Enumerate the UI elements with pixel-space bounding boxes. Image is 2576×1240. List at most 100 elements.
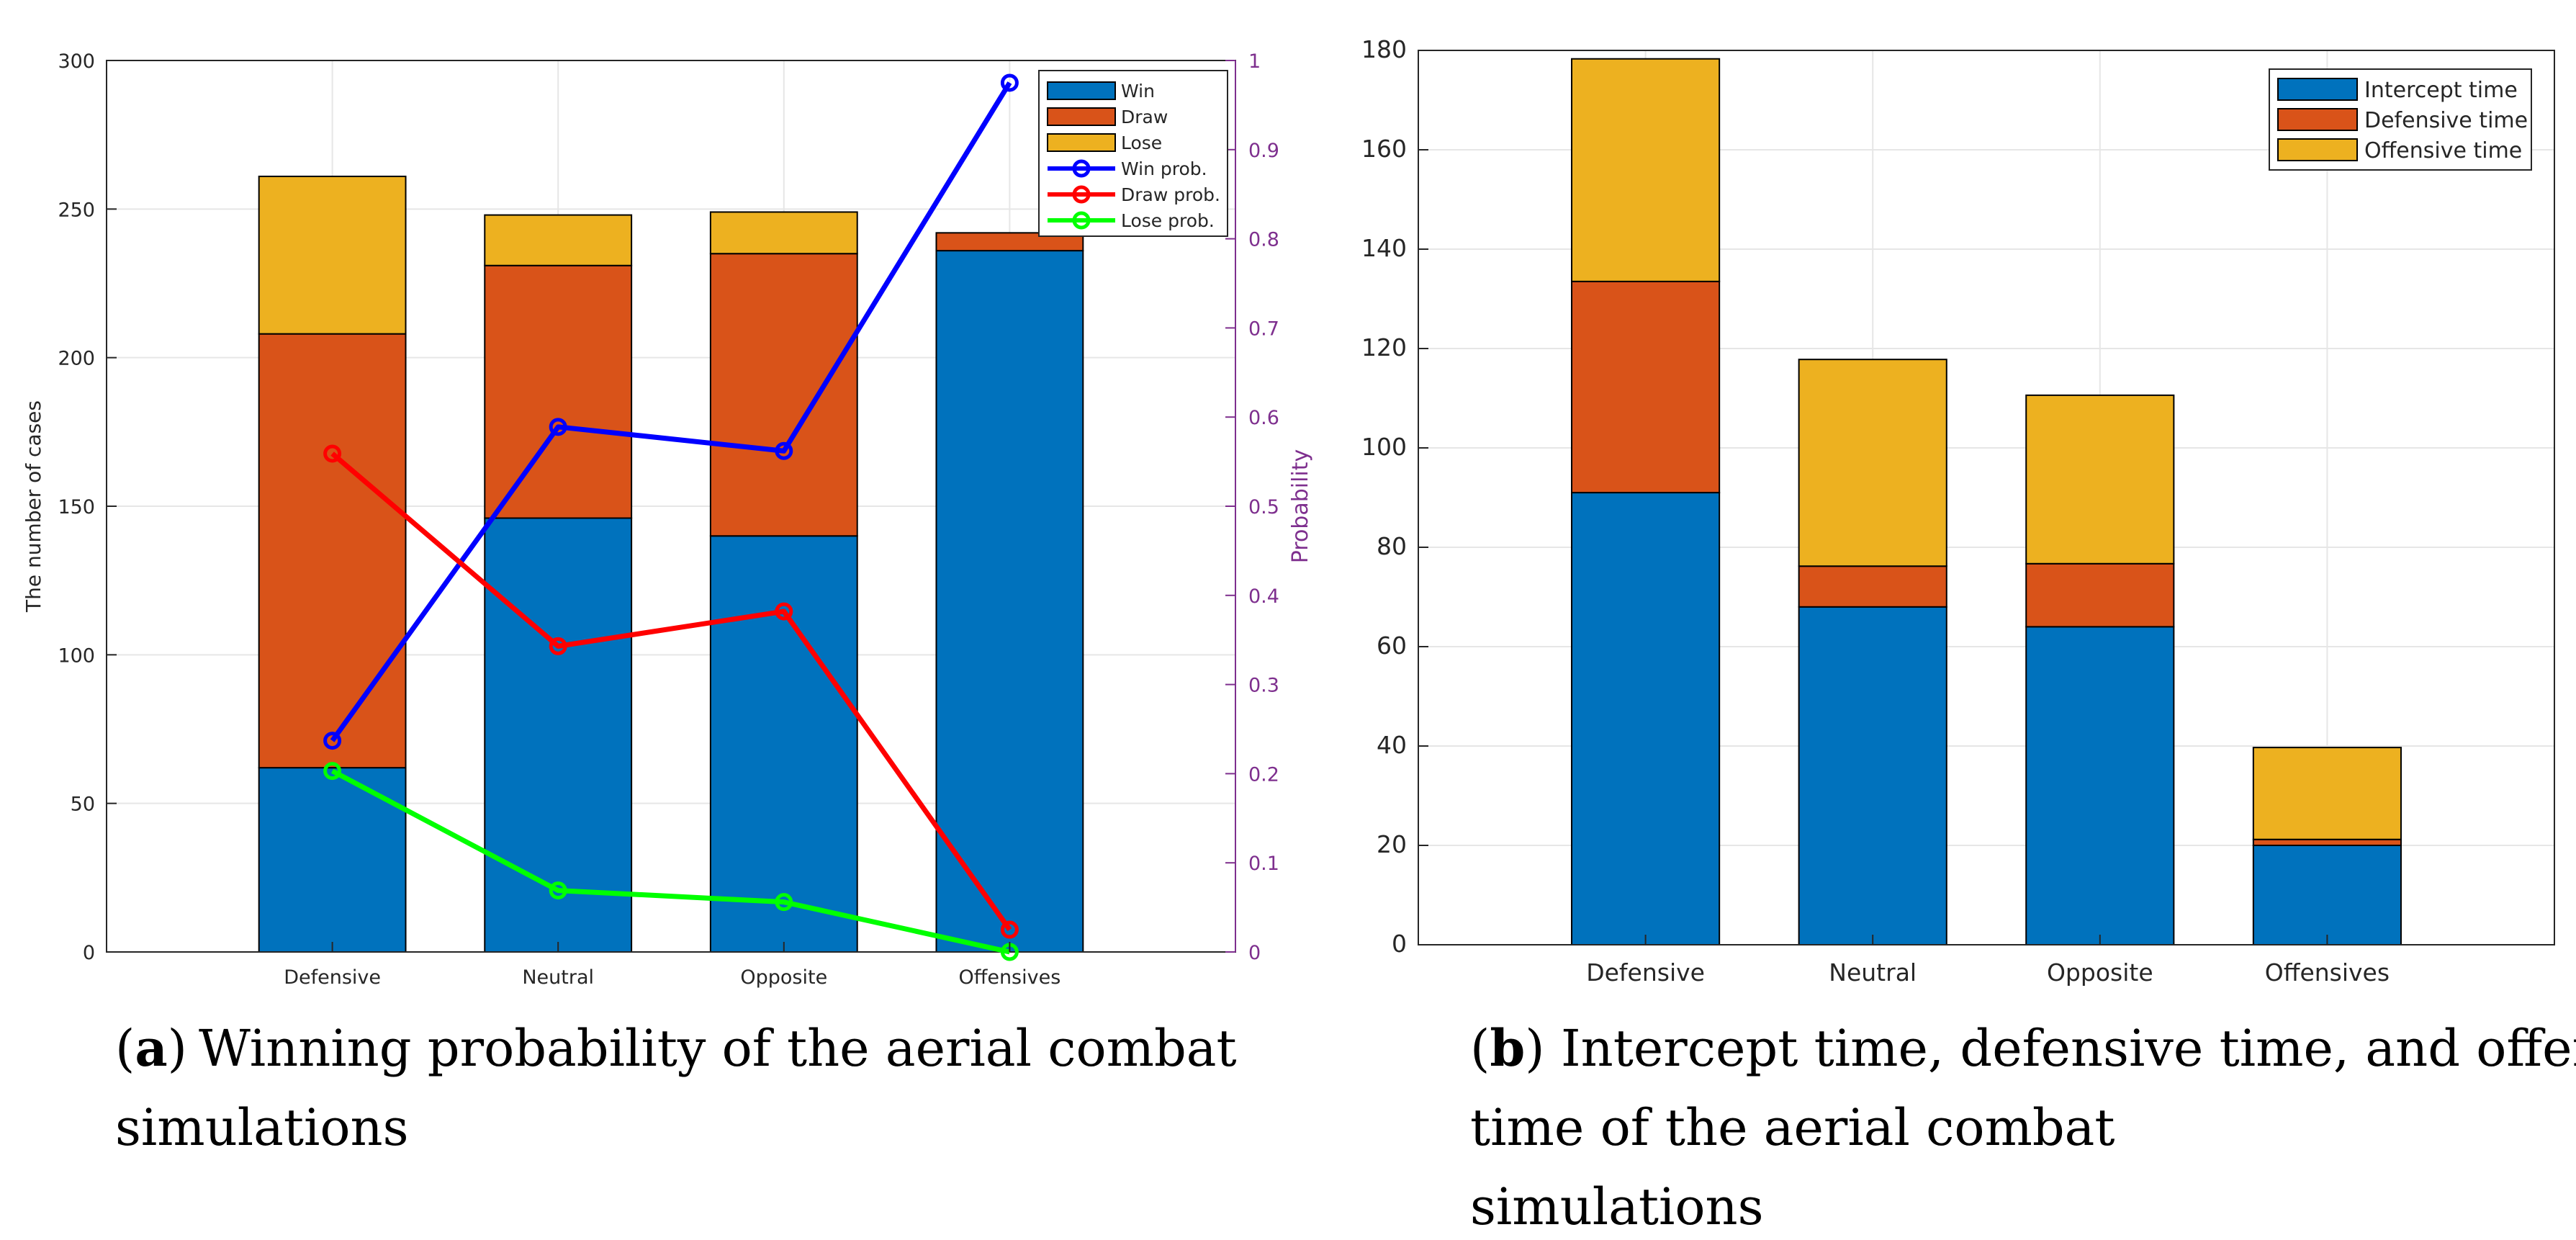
a-ytick-label: 0 xyxy=(83,942,95,964)
b-ytick-label: 0 xyxy=(1392,930,1407,958)
a-ytick-right-label: 0.8 xyxy=(1248,229,1279,251)
caption-b-line-1: Intercept time, defensive time, and offe… xyxy=(1561,1019,2576,1078)
b-legend-swatch-intercept-time xyxy=(2277,78,2358,101)
caption-a-line-2: simulations xyxy=(115,1098,409,1157)
b-legend-swatch-defensive-time xyxy=(2277,108,2358,131)
a-ytick-label: 50 xyxy=(71,794,95,816)
a-ytick-right-label: 0.7 xyxy=(1248,318,1279,340)
a-ytick-right-label: 0.1 xyxy=(1248,853,1279,875)
a-bar-lose-defensive xyxy=(258,175,407,335)
b-bar-defensive-time-opposite xyxy=(2025,562,2175,628)
caption-a-label: a xyxy=(135,1018,167,1078)
a-bar-win-neutral xyxy=(484,517,633,953)
a-legend-swatch-lose xyxy=(1047,133,1116,152)
b-bar-intercept-time-opposite xyxy=(2025,626,2175,946)
b-bar-offensive-time-opposite xyxy=(2025,394,2175,565)
b-bar-intercept-time-offensives xyxy=(2252,845,2402,945)
b-bar-intercept-time-neutral xyxy=(1798,606,1947,945)
b-bar-defensive-time-defensive xyxy=(1571,280,1721,494)
a-line-win-prob xyxy=(330,81,1012,742)
b-legend-label-offensive-time: Offensive time xyxy=(2364,138,2522,163)
b-bar-defensive-time-offensives xyxy=(2252,838,2402,846)
a-ytick-right-label: 0.5 xyxy=(1248,496,1279,518)
a-point-lose-prob-defensive xyxy=(323,762,342,781)
panel-a-ylabel-right: Probability xyxy=(1288,449,1313,564)
a-legend-marker-win-prob xyxy=(1072,159,1091,178)
a-ytick-right-label: 0.6 xyxy=(1248,407,1279,429)
b-bar-intercept-time-defensive xyxy=(1571,492,1721,945)
a-bar-lose-neutral xyxy=(484,214,633,266)
a-bar-lose-opposite xyxy=(709,211,858,255)
a-xtick-label-opposite: Opposite xyxy=(740,966,827,989)
a-ytick-label: 300 xyxy=(58,50,95,73)
a-legend-label-win-prob: Win prob. xyxy=(1121,158,1207,179)
a-ytick-right-label: 0.2 xyxy=(1248,763,1279,786)
panel-a-ylabel: The number of cases xyxy=(22,400,45,613)
a-legend-label-lose: Lose xyxy=(1121,132,1162,153)
b-bar-offensive-time-defensive xyxy=(1571,58,1721,282)
a-xtick-label-offensives: Offensives xyxy=(958,966,1060,989)
caption-b-label: b xyxy=(1490,1018,1525,1078)
a-ytick-label: 200 xyxy=(58,348,95,370)
b-ytick-label: 180 xyxy=(1361,35,1407,63)
caption-b-line-2: time of the aerial combat xyxy=(1470,1098,2115,1157)
b-xtick-label-neutral: Neutral xyxy=(1829,958,1917,987)
b-legend-label-intercept-time: Intercept time xyxy=(2364,78,2518,103)
b-xtick-label-defensive: Defensive xyxy=(1586,958,1705,987)
b-legend-label-defensive-time: Defensive time xyxy=(2364,108,2528,133)
a-legend-marker-lose-prob xyxy=(1072,211,1091,230)
a-legend-label-win: Win xyxy=(1121,81,1155,102)
b-bar-offensive-time-neutral xyxy=(1798,359,1947,567)
a-point-lose-prob-neutral xyxy=(549,881,567,900)
a-legend-marker-draw-prob xyxy=(1072,185,1091,204)
a-point-win-prob-defensive xyxy=(323,732,342,750)
a-point-draw-prob-offensives xyxy=(1000,920,1019,939)
b-ytick-label: 40 xyxy=(1377,731,1407,759)
a-legend-label-draw: Draw xyxy=(1121,107,1168,127)
a-bar-win-opposite xyxy=(709,535,858,953)
a-legend-label-draw-prob: Draw prob. xyxy=(1121,184,1220,205)
a-ytick-label: 150 xyxy=(58,496,95,518)
a-ytick-label: 100 xyxy=(58,644,95,667)
a-bar-draw-neutral xyxy=(484,264,633,519)
panel-b-axes-box xyxy=(1418,50,2555,945)
b-ytick-label: 120 xyxy=(1361,333,1407,361)
b-ytick-label: 100 xyxy=(1361,433,1407,461)
panel-a-chart: 0 50 100 150 200 250 300 0 0.1 0.2 0.3 0.4 0.5 0.6 0.… xyxy=(22,50,1313,989)
b-ytick-label: 140 xyxy=(1361,234,1407,262)
b-legend-swatch-offensive-time xyxy=(2277,138,2358,161)
a-line-draw-prob xyxy=(330,451,1012,932)
a-line-lose-prob xyxy=(330,768,1011,955)
a-point-win-prob-offensives xyxy=(1000,73,1019,92)
caption-a: (a) Winning probability of the aerial co… xyxy=(115,1018,1237,1157)
a-point-draw-prob-defensive xyxy=(323,444,342,463)
a-ytick-right-label: 0 xyxy=(1248,942,1261,964)
a-bar-win-offensives xyxy=(935,250,1084,953)
svg-text:(b): (b) xyxy=(1470,1018,1545,1078)
b-bar-defensive-time-neutral xyxy=(1798,565,1947,608)
b-xtick-label-opposite: Opposite xyxy=(2047,958,2153,987)
a-point-draw-prob-neutral xyxy=(549,637,567,655)
caption-b: (b) Intercept time, defensive time, and … xyxy=(1470,1018,2576,1236)
a-point-lose-prob-opposite xyxy=(775,893,793,912)
panel-a-legend: Win Draw Lose Win prob. Draw prob. Lose prob. xyxy=(1038,70,1228,237)
a-legend-swatch-draw xyxy=(1047,107,1116,126)
caption-a-line-1: Winning probability of the aerial combat xyxy=(199,1019,1237,1078)
a-ytick-right-label: 0.4 xyxy=(1248,585,1279,608)
a-xtick-label-defensive: Defensive xyxy=(284,966,381,989)
a-ytick-right-label: 0.9 xyxy=(1248,140,1279,162)
a-bar-draw-opposite xyxy=(709,253,858,537)
a-ytick-right-label: 1 xyxy=(1248,50,1261,73)
a-point-win-prob-neutral xyxy=(549,418,567,436)
a-xtick-label-neutral: Neutral xyxy=(522,966,594,989)
a-legend-swatch-win xyxy=(1047,81,1116,100)
b-bar-offensive-time-offensives xyxy=(2252,747,2402,840)
b-ytick-label: 80 xyxy=(1377,532,1407,560)
b-ytick-label: 60 xyxy=(1377,632,1407,660)
a-legend-label-lose-prob: Lose prob. xyxy=(1121,210,1215,231)
a-point-draw-prob-opposite xyxy=(775,602,793,621)
a-bar-draw-defensive xyxy=(258,333,407,769)
svg-text:(a): (a) xyxy=(115,1018,187,1078)
b-xtick-label-offensives: Offensives xyxy=(2265,958,2390,987)
